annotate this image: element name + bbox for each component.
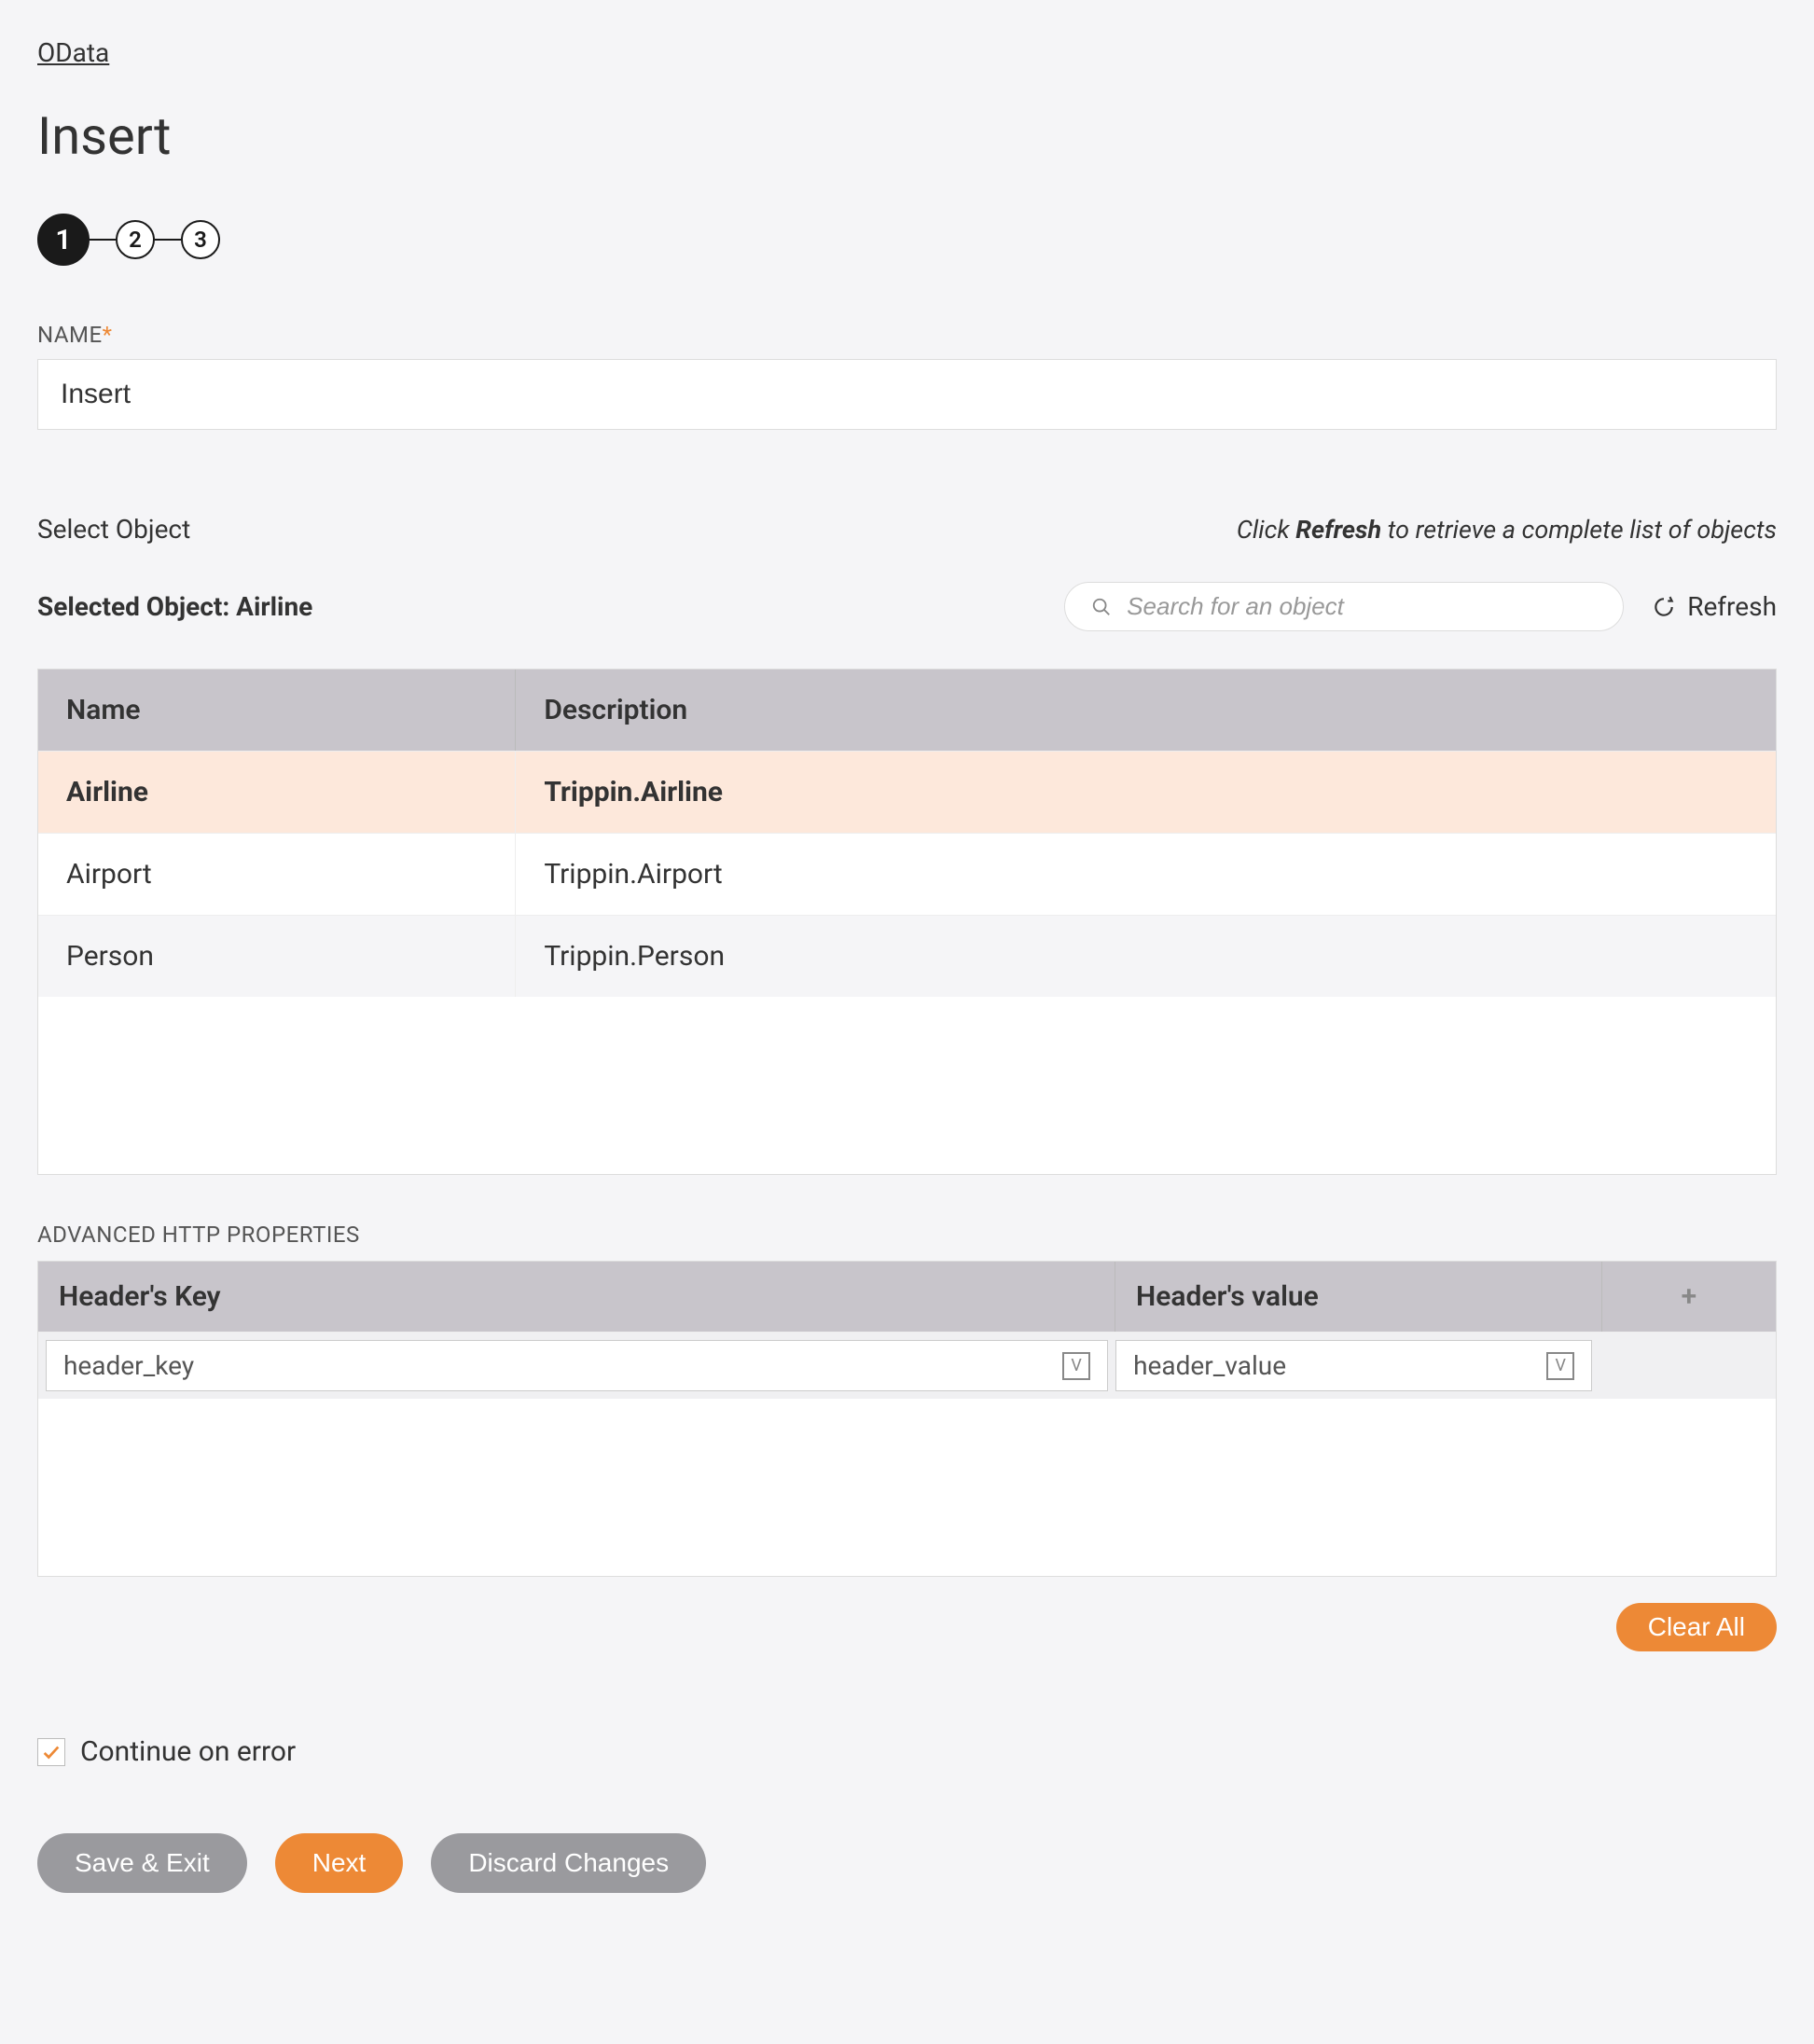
table-row[interactable]: Airport Trippin.Airport bbox=[38, 833, 1776, 915]
breadcrumb[interactable]: OData bbox=[37, 37, 109, 68]
refresh-label: Refresh bbox=[1687, 591, 1777, 622]
headers-empty-space bbox=[38, 1399, 1776, 1576]
step-1[interactable]: 1 bbox=[37, 214, 90, 266]
clear-all-button[interactable]: Clear All bbox=[1616, 1603, 1777, 1651]
column-header-value: Header's value bbox=[1115, 1262, 1602, 1332]
cell-description: Trippin.Airport bbox=[516, 834, 1776, 915]
step-line bbox=[90, 239, 116, 241]
object-table: Name Description Airline Trippin.Airline… bbox=[37, 669, 1777, 1175]
step-line bbox=[155, 239, 181, 241]
headers-table: Header's Key Header's value + header_key… bbox=[37, 1261, 1777, 1577]
selected-object-label: Selected Object: Airline bbox=[37, 591, 312, 622]
headers-table-header: Header's Key Header's value + bbox=[38, 1262, 1776, 1332]
cell-description: Trippin.Person bbox=[516, 916, 1776, 997]
variable-icon[interactable]: V bbox=[1546, 1352, 1574, 1380]
save-exit-button[interactable]: Save & Exit bbox=[37, 1833, 247, 1893]
add-header-button[interactable]: + bbox=[1602, 1262, 1776, 1332]
required-star: * bbox=[103, 322, 113, 348]
select-object-label: Select Object bbox=[37, 514, 190, 545]
cell-name: Person bbox=[38, 916, 516, 997]
page-title: Insert bbox=[37, 105, 1777, 167]
cell-name: Airport bbox=[38, 834, 516, 915]
name-field-label: NAME* bbox=[37, 322, 1777, 348]
refresh-button[interactable]: Refresh bbox=[1652, 591, 1777, 622]
continue-on-error-checkbox[interactable]: Continue on error bbox=[37, 1735, 1777, 1768]
column-header-description[interactable]: Description bbox=[516, 670, 1776, 751]
search-input[interactable] bbox=[1127, 592, 1597, 621]
refresh-icon bbox=[1652, 595, 1676, 619]
refresh-hint: Click Refresh to retrieve a complete lis… bbox=[1237, 515, 1777, 545]
step-2[interactable]: 2 bbox=[116, 220, 155, 259]
stepper: 1 2 3 bbox=[37, 214, 1777, 266]
advanced-properties-label: ADVANCED HTTP PROPERTIES bbox=[37, 1222, 1777, 1248]
cell-name: Airline bbox=[38, 752, 516, 833]
variable-icon[interactable]: V bbox=[1062, 1352, 1090, 1380]
cell-description: Trippin.Airline bbox=[516, 752, 1776, 833]
header-key-input[interactable]: header_key V bbox=[46, 1340, 1108, 1391]
table-row[interactable]: Airline Trippin.Airline bbox=[38, 751, 1776, 833]
search-icon bbox=[1091, 597, 1112, 617]
headers-table-row: header_key V header_value V bbox=[38, 1332, 1776, 1399]
continue-on-error-label: Continue on error bbox=[80, 1735, 296, 1768]
object-table-header: Name Description bbox=[38, 670, 1776, 751]
table-empty-space bbox=[38, 997, 1776, 1174]
search-box[interactable] bbox=[1064, 582, 1624, 631]
name-input[interactable] bbox=[37, 359, 1777, 430]
header-value-input[interactable]: header_value V bbox=[1115, 1340, 1592, 1391]
checkbox-box[interactable] bbox=[37, 1738, 65, 1766]
next-button[interactable]: Next bbox=[275, 1833, 404, 1893]
step-3[interactable]: 3 bbox=[181, 220, 220, 259]
column-header-key: Header's Key bbox=[38, 1262, 1115, 1332]
plus-icon: + bbox=[1682, 1280, 1697, 1313]
headers-row-spacer bbox=[1599, 1340, 1768, 1391]
table-row[interactable]: Person Trippin.Person bbox=[38, 915, 1776, 997]
check-icon bbox=[41, 1742, 62, 1762]
discard-changes-button[interactable]: Discard Changes bbox=[431, 1833, 706, 1893]
column-header-name[interactable]: Name bbox=[38, 670, 516, 751]
